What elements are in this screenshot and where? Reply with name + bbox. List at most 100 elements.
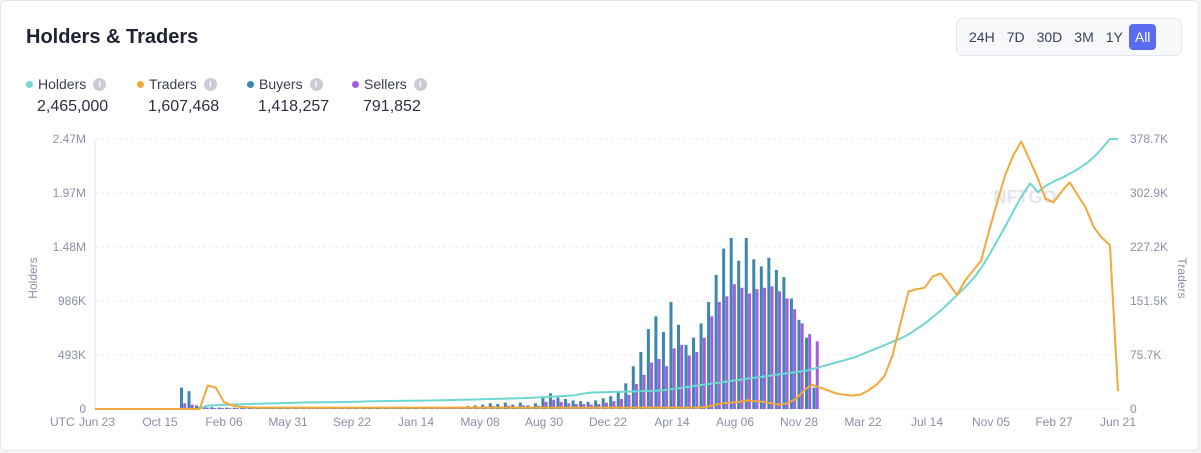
- range-option-all[interactable]: All: [1128, 24, 1157, 50]
- sellers-bar: [778, 291, 782, 409]
- x-axis-utc-label: UTC: [50, 415, 75, 429]
- sellers-bar: [544, 401, 548, 409]
- y-left-tick-label: 1.48M: [53, 240, 86, 254]
- range-option-24h[interactable]: 24H: [969, 29, 995, 45]
- buyers-bar: [609, 396, 613, 409]
- buyers-bar: [767, 257, 771, 409]
- x-tick-label: Apr 14: [654, 415, 690, 429]
- buyers-bar: [639, 351, 643, 409]
- buyers-bar: [533, 403, 537, 409]
- buyers-bar: [541, 396, 545, 409]
- x-tick-label: Oct 15: [142, 415, 178, 429]
- range-option-1y[interactable]: 1Y: [1105, 29, 1123, 45]
- sellers-bar: [793, 309, 797, 409]
- legend-label: Holders: [38, 76, 87, 92]
- legend-item-traders[interactable]: Traders i 1,607,468: [137, 75, 247, 116]
- info-icon[interactable]: i: [93, 77, 107, 91]
- y-left-tick-label: 986K: [58, 294, 86, 308]
- buyers-bar: [804, 337, 808, 409]
- x-tick-label: Feb 06: [205, 415, 243, 429]
- buyers-bar: [247, 407, 251, 409]
- buyers-bar: [488, 403, 492, 409]
- buyers-bar: [646, 329, 650, 409]
- buyers-bar: [699, 323, 703, 409]
- range-option-3m[interactable]: 3M: [1074, 29, 1094, 45]
- sellers-bar: [695, 351, 699, 409]
- range-option-30d[interactable]: 30D: [1036, 29, 1063, 45]
- buyers-bar: [180, 387, 183, 409]
- buyers-bar: [729, 237, 733, 409]
- y-right-axis-label: Traders: [1175, 258, 1189, 299]
- legend-item-holders[interactable]: Holders i 2,465,000: [26, 75, 137, 116]
- sellers-bar: [755, 289, 759, 409]
- x-tick-label: Aug 06: [716, 415, 754, 429]
- legend-label: Traders: [149, 76, 197, 92]
- info-icon[interactable]: i: [203, 77, 217, 91]
- holders-line: [95, 138, 1118, 410]
- time-range-selector: 24H 7D 30D 3M 1Y All: [956, 18, 1182, 56]
- sellers-bar: [220, 407, 224, 409]
- x-tick-label: Feb 27: [1035, 415, 1073, 429]
- x-tick-label: May 31: [268, 415, 308, 429]
- legend-dot: [352, 80, 359, 88]
- y-left-axis-label: Holders: [26, 257, 40, 298]
- buyers-bar: [240, 407, 244, 409]
- buyers-bar: [195, 405, 199, 409]
- buyers-bar: [225, 407, 229, 409]
- buyers-bar: [714, 274, 718, 409]
- buyers-bar: [692, 337, 696, 409]
- sellers-bar: [228, 408, 232, 409]
- buyers-bar: [571, 400, 575, 409]
- buyers-bar: [548, 393, 552, 409]
- sellers-bar: [619, 399, 623, 409]
- buyers-bar: [616, 391, 620, 409]
- buyers-bar: [601, 398, 605, 409]
- sellers-bar: [552, 399, 556, 409]
- y-right-tick-label: 75.7K: [1130, 348, 1161, 362]
- legend-value: 1,607,468: [148, 98, 220, 115]
- buyers-bar: [676, 324, 680, 409]
- sellers-bar: [635, 384, 638, 409]
- buyers-bar: [594, 400, 598, 409]
- y-right-tick-label: 302.9K: [1130, 186, 1168, 200]
- nftgo-watermark: NFTGO: [994, 187, 1057, 207]
- y-right-tick-label: 0: [1130, 402, 1137, 416]
- buyers-bar: [564, 399, 568, 409]
- sellers-bar: [235, 408, 239, 409]
- x-tick-label: Sep 22: [333, 415, 371, 429]
- buyers-bar: [744, 237, 748, 409]
- sellers-bar: [650, 362, 654, 409]
- sellers-bar: [574, 404, 578, 409]
- traders-line: [95, 140, 1119, 410]
- buyers-bar: [684, 344, 688, 409]
- buyers-bar: [210, 407, 214, 409]
- legend-dot: [137, 80, 144, 88]
- buyers-bar: [232, 407, 236, 409]
- sellers-bar: [250, 408, 254, 409]
- chart-title: Holders & Traders: [26, 26, 199, 48]
- sellers-bar: [627, 394, 631, 409]
- y-left-tick-label: 0: [79, 402, 86, 416]
- y-left-tick-label: 493K: [58, 348, 86, 362]
- x-tick-label: Jun 21: [1100, 415, 1136, 429]
- buyers-bar: [631, 366, 635, 409]
- buyers-bar: [496, 404, 500, 409]
- buyers-bar: [579, 401, 583, 409]
- buyers-bar: [556, 397, 560, 409]
- legend-item-buyers[interactable]: Buyers i 1,418,257: [247, 75, 352, 116]
- info-icon[interactable]: i: [309, 77, 323, 91]
- buyers-bar: [797, 319, 801, 409]
- range-option-7d[interactable]: 7D: [1006, 29, 1025, 45]
- y-left-tick-label: 1.97M: [53, 186, 86, 200]
- buyers-bar: [782, 277, 786, 409]
- legend-item-sellers[interactable]: Sellers i 791,852: [352, 75, 452, 116]
- sellers-bar: [710, 316, 714, 409]
- sellers-bar: [770, 286, 774, 409]
- info-icon[interactable]: i: [413, 77, 427, 91]
- y-right-tick-label: 227.2K: [1130, 240, 1168, 254]
- buyers-bar: [503, 402, 507, 409]
- x-tick-label: Aug 30: [525, 415, 563, 429]
- sellers-bar: [205, 407, 209, 409]
- legend-label: Buyers: [259, 76, 303, 92]
